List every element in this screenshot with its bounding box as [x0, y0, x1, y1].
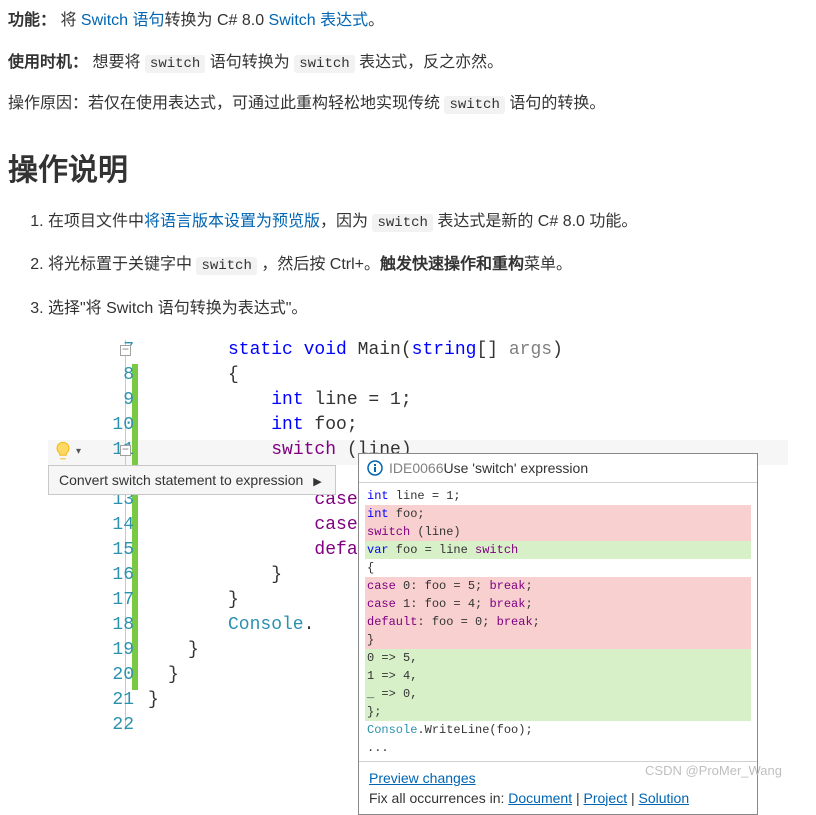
line-number: 20 [104, 665, 134, 685]
preview-line-added: }; [365, 703, 751, 721]
code-line: int foo; [228, 415, 358, 435]
preview-line-added: _ => 0, [365, 685, 751, 703]
preview-line-removed: case 0: foo = 5; break; [365, 577, 751, 595]
code-line: { [228, 365, 239, 385]
code-switch: switch [444, 96, 504, 114]
fix-project-link[interactable]: Project [584, 790, 628, 806]
text: 语句的转换。 [505, 95, 605, 112]
text: 将光标置于关键字中 [48, 256, 196, 273]
code-line: } [148, 690, 159, 710]
sep: | [572, 790, 583, 806]
chevron-down-icon[interactable]: ▾ [76, 446, 81, 457]
lightbulb-icon[interactable] [52, 440, 74, 462]
preview-code: int line = 1; int foo; switch (line) var… [359, 483, 757, 761]
preview-line: int line = 1; [367, 487, 749, 505]
text: 想要将 [92, 54, 144, 71]
preview-line: Console.WriteLine(foo); [367, 721, 749, 739]
code-line: } [168, 665, 179, 685]
preview-changes-link[interactable]: Preview changes [369, 770, 476, 786]
preview-line-removed: switch (line) [365, 523, 751, 541]
diagnostic-msg: Use 'switch' expression [443, 460, 588, 476]
line-number: 14 [104, 515, 134, 535]
watermark: CSDN @ProMer_Wang [645, 763, 782, 778]
code-switch: switch [196, 257, 256, 275]
line-number: 21 [104, 690, 134, 710]
diagnostic-id: IDE0066 [389, 460, 443, 476]
lang-version-link[interactable]: 将语言版本设置为预览版 [144, 213, 320, 230]
code-line: static void Main(string[] args) [228, 340, 563, 360]
code-line: defa [228, 540, 358, 560]
code-line: } [228, 590, 239, 610]
fold-toggle[interactable]: − [120, 445, 131, 456]
line-number: 16 [104, 565, 134, 585]
text: 转换为 C# 8.0 [165, 12, 269, 29]
code-switch: switch [372, 214, 432, 232]
fold-toggle[interactable]: − [120, 345, 131, 356]
text: 语句转换为 [205, 54, 294, 71]
step-1: 在项目文件中将语言版本设置为预览版，因为 switch 表达式是新的 C# 8.… [48, 209, 808, 235]
text: 表达式是新的 C# 8.0 功能。 [433, 213, 637, 230]
line-number: 19 [104, 640, 134, 660]
code-line: Console. [228, 615, 314, 635]
ide-screenshot: 7 8 9 10 11 12 13 14 15 16 17 18 19 20 2… [48, 340, 788, 780]
fix-document-link[interactable]: Document [508, 790, 572, 806]
preview-line-removed: } [365, 631, 751, 649]
line-number: 22 [104, 715, 134, 735]
line-number: 15 [104, 540, 134, 560]
text: 操作原因：若仅在使用表达式，可通过此重构轻松地实现传统 [8, 95, 444, 112]
preview-line-added: var foo = line switch [365, 541, 751, 559]
preview-panel: IDE0066 Use 'switch' expression int line… [358, 453, 758, 815]
text: 选择"将 Switch 语句转换为表达式"。 [48, 300, 307, 317]
chevron-right-icon: ▶ [313, 475, 325, 488]
switch-stmt-link[interactable]: Switch 语句 [81, 12, 165, 29]
code-line: } [188, 640, 199, 660]
info-icon [367, 460, 383, 476]
text: 菜单。 [524, 256, 572, 273]
code-switch: switch [145, 55, 205, 73]
preview-line-removed: default: foo = 0; break; [365, 613, 751, 631]
text: 。 [368, 12, 384, 29]
when-label: 使用时机： [8, 54, 88, 71]
code-line: int line = 1; [228, 390, 412, 410]
sep: | [627, 790, 638, 806]
line-number: 17 [104, 590, 134, 610]
preview-line-removed: int foo; [365, 505, 751, 523]
preview-line-added: 1 => 4, [365, 667, 751, 685]
preview-header: IDE0066 Use 'switch' expression [359, 454, 757, 483]
text: ，因为 [320, 213, 372, 230]
line-number: 18 [104, 615, 134, 635]
line-number: 10 [104, 415, 134, 435]
feature-line: 功能： 将 Switch 语句转换为 C# 8.0 Switch 表达式。 [8, 8, 808, 34]
text: 在项目文件中 [48, 213, 144, 230]
reason-line: 操作原因：若仅在使用表达式，可通过此重构轻松地实现传统 switch 语句的转换… [8, 91, 808, 117]
code-line: } [228, 565, 282, 585]
preview-line-removed: case 1: foo = 4; break; [365, 595, 751, 613]
quick-action-item[interactable]: Convert switch statement to expression ▶ [48, 465, 336, 495]
step-2: 将光标置于关键字中 switch ，然后按 Ctrl+。触发快速操作和重构菜单。 [48, 252, 808, 278]
steps-list: 在项目文件中将语言版本设置为预览版，因为 switch 表达式是新的 C# 8.… [8, 209, 808, 322]
preview-line: { [367, 559, 749, 577]
step-3: 选择"将 Switch 语句转换为表达式"。 [48, 296, 808, 322]
fix-solution-link[interactable]: Solution [639, 790, 690, 806]
code-switch: switch [294, 55, 354, 73]
feature-label: 功能： [8, 12, 56, 29]
quick-action-label: Convert switch statement to expression [59, 472, 303, 488]
text: 将 [60, 12, 80, 29]
text: 表达式，反之亦然。 [355, 54, 503, 71]
switch-expr-link[interactable]: Switch 表达式 [269, 12, 369, 29]
code-line: case [228, 515, 358, 535]
line-number: 9 [104, 390, 134, 410]
preview-line: ... [367, 739, 749, 757]
heading-instructions: 操作说明 [8, 145, 808, 189]
bold-trigger: 触发快速操作和重构 [380, 256, 524, 273]
text: ，然后按 Ctrl+。 [257, 256, 380, 273]
fix-all-label: Fix all occurrences in: [369, 790, 508, 806]
line-number: 8 [104, 365, 134, 385]
preview-line-added: 0 => 5, [365, 649, 751, 667]
when-line: 使用时机： 想要将 switch 语句转换为 switch 表达式，反之亦然。 [8, 50, 808, 76]
